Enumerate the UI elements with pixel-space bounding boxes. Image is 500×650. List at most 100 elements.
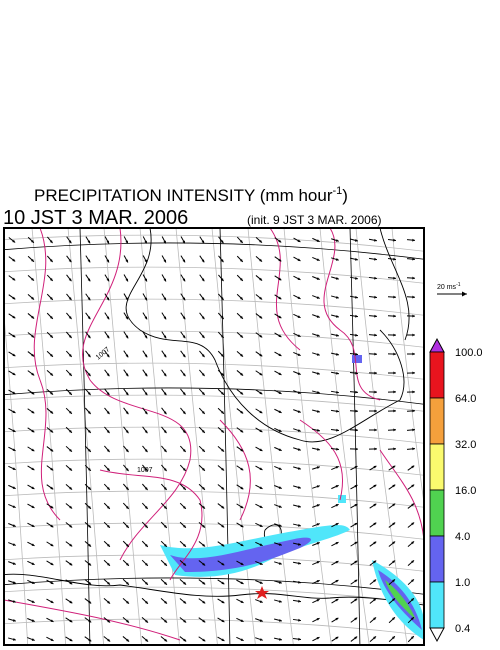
wind-head xyxy=(278,448,282,451)
wind-head xyxy=(182,335,186,339)
colorbar-label: 64.0 xyxy=(455,393,476,405)
wind-head xyxy=(106,297,110,301)
wind-head xyxy=(373,598,377,602)
wind-head xyxy=(373,560,377,564)
wind-head xyxy=(125,392,129,396)
wind-head xyxy=(31,410,35,414)
wind-head xyxy=(259,353,263,357)
wind-head xyxy=(202,581,206,585)
wind-head xyxy=(297,239,301,242)
wind-head xyxy=(145,581,148,585)
wind-head xyxy=(316,466,320,469)
wind-head xyxy=(335,466,339,469)
wind-head xyxy=(278,524,282,527)
wind-head xyxy=(182,354,186,358)
wind-head xyxy=(316,485,320,488)
wind-head xyxy=(144,468,148,472)
wind-head xyxy=(125,278,128,282)
wind-head xyxy=(50,372,53,376)
wind-head xyxy=(393,428,396,432)
wind-head xyxy=(126,600,129,604)
wind-head xyxy=(240,486,244,490)
wind-head xyxy=(221,429,224,433)
wind-head xyxy=(316,315,320,318)
wind-head xyxy=(183,562,186,566)
wind-head xyxy=(221,486,225,490)
wind-head xyxy=(411,465,415,469)
coastline xyxy=(379,228,410,341)
wind-head xyxy=(393,238,396,242)
wind-head xyxy=(354,541,358,545)
wind-head xyxy=(297,485,301,489)
wind-head xyxy=(164,581,167,585)
wind-head xyxy=(69,467,73,471)
wind-head xyxy=(355,371,358,375)
wind-head xyxy=(411,579,414,583)
wind-head xyxy=(49,315,53,319)
wind-head xyxy=(355,314,358,318)
meridian xyxy=(349,228,361,645)
wind-head xyxy=(335,636,339,640)
wind-head xyxy=(412,295,415,299)
wind-head xyxy=(107,600,111,604)
wind-head xyxy=(336,409,339,413)
wind-head xyxy=(297,372,301,375)
wind-head xyxy=(12,277,16,281)
wind-head xyxy=(163,240,166,244)
wind-head xyxy=(297,504,301,508)
wind-head xyxy=(144,278,147,282)
wind-head xyxy=(373,617,377,621)
wind-head xyxy=(87,411,91,414)
grid-line xyxy=(4,458,424,476)
wind-head xyxy=(393,295,396,299)
grid-line xyxy=(4,266,424,284)
wind-head xyxy=(240,524,244,528)
grid-line xyxy=(211,228,256,645)
wind-head xyxy=(392,541,396,545)
wind-head xyxy=(411,541,415,545)
wind-head xyxy=(335,485,339,488)
wind-head xyxy=(354,579,358,583)
wind-head xyxy=(355,390,358,394)
wind-head xyxy=(259,296,263,300)
wind-head xyxy=(125,335,129,339)
wind-head xyxy=(106,487,110,490)
wind-head xyxy=(163,316,167,320)
wind-head xyxy=(392,503,396,507)
wind-head xyxy=(412,333,415,337)
colorbar-under xyxy=(429,627,445,643)
wind-head xyxy=(392,560,396,564)
wind-head xyxy=(336,428,339,432)
wind-head xyxy=(164,600,167,604)
wind-head xyxy=(87,354,91,358)
wind-head xyxy=(220,316,224,319)
wind-head xyxy=(335,598,339,602)
wind-head xyxy=(221,619,225,623)
meridian xyxy=(79,228,91,645)
wind-head xyxy=(144,240,147,244)
wind-head xyxy=(259,524,263,527)
wind-head xyxy=(163,487,167,490)
wind-head xyxy=(107,562,110,566)
wind-head xyxy=(317,428,320,432)
grid-line xyxy=(175,228,218,645)
wind-head xyxy=(373,484,377,488)
wind-head xyxy=(163,449,167,453)
wind-head xyxy=(240,619,244,622)
wind-head xyxy=(297,448,301,451)
wind-head xyxy=(50,410,54,414)
wind-head xyxy=(69,581,73,585)
isobar xyxy=(323,228,381,401)
wind-head xyxy=(69,448,72,452)
wind-head xyxy=(393,352,396,356)
wind-head xyxy=(12,353,16,357)
wind-head xyxy=(221,410,224,414)
wind-head xyxy=(182,392,186,396)
wind-head xyxy=(106,468,110,471)
wind-head xyxy=(259,239,262,243)
wind-head xyxy=(412,371,415,375)
wind-head xyxy=(106,524,110,528)
wind-head xyxy=(374,409,377,413)
wind-head xyxy=(68,316,72,320)
wind-head xyxy=(201,297,205,301)
